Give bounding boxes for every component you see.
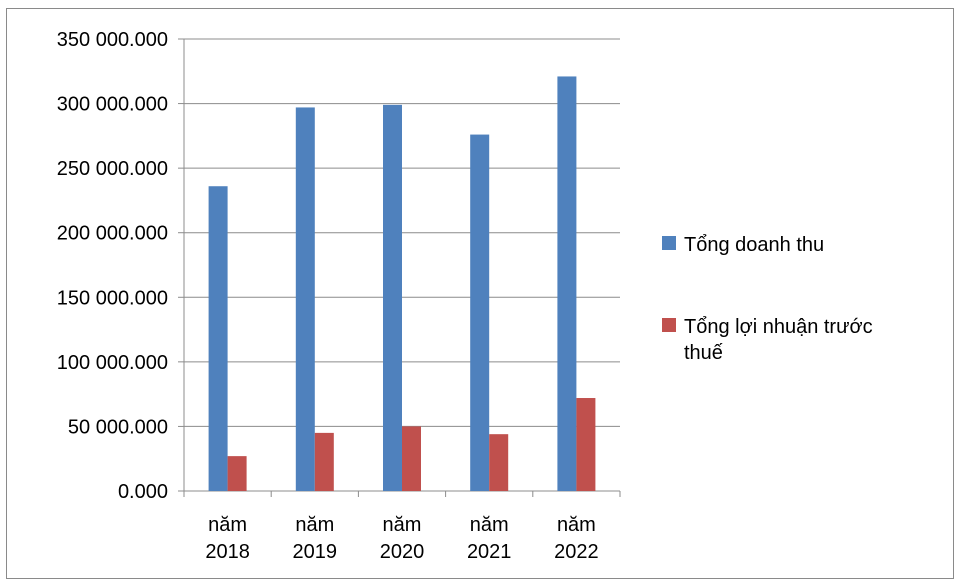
bar-revenue <box>557 76 577 492</box>
y-tick-label: 50 000.000 <box>68 416 168 438</box>
bar-profit <box>227 456 247 491</box>
bar-profit <box>489 434 509 491</box>
x-tick-label: năm <box>557 514 596 536</box>
y-tick-label: 0.000 <box>118 481 168 503</box>
bar-profit <box>402 426 421 491</box>
x-tick-label: năm <box>470 514 509 536</box>
bar-revenue <box>295 107 315 492</box>
y-tick-label: 100 000.000 <box>57 352 168 374</box>
legend-label: Tổng lợi nhuận trước <box>684 316 873 338</box>
x-tick-label: 2020 <box>380 541 425 563</box>
y-tick-label: 150 000.000 <box>57 287 168 309</box>
x-tick-label: năm <box>295 514 334 536</box>
x-tick-label: năm <box>383 514 422 536</box>
x-tick-label: 2018 <box>205 541 250 563</box>
x-tick-label: 2021 <box>467 541 512 563</box>
x-tick-label: 2022 <box>554 541 599 563</box>
y-tick-label: 200 000.000 <box>57 223 168 245</box>
bar-revenue <box>208 186 228 492</box>
bar-profit <box>576 398 596 491</box>
y-tick-label: 300 000.000 <box>57 94 168 116</box>
legend-label: thuế <box>684 342 723 364</box>
legend-label: Tổng doanh thu <box>684 234 824 256</box>
y-tick-label: 350 000.000 <box>57 29 168 51</box>
bar-revenue <box>383 104 402 491</box>
bar-profit <box>314 432 334 491</box>
y-tick-label: 250 000.000 <box>57 158 168 180</box>
x-tick-label: 2019 <box>293 541 338 563</box>
legend-swatch <box>662 236 676 250</box>
x-tick-label: năm <box>208 514 247 536</box>
bar-revenue <box>470 134 490 491</box>
legend-swatch <box>662 318 676 332</box>
